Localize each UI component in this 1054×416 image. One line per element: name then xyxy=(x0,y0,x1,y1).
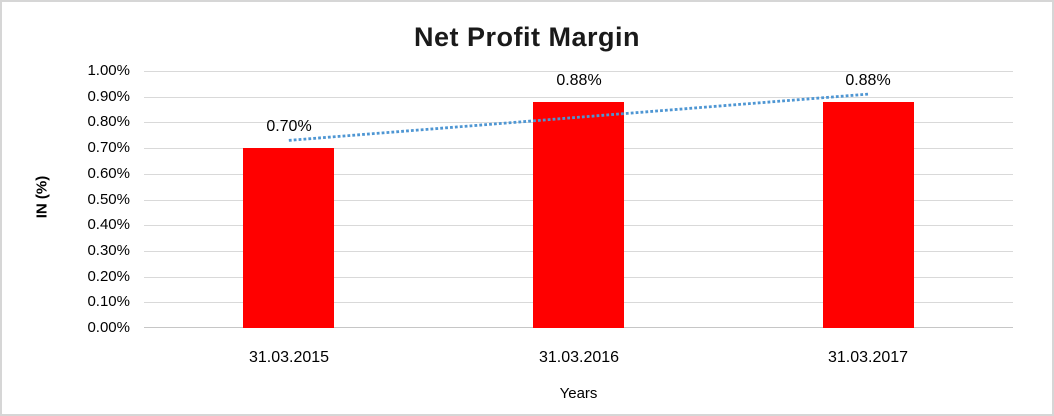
bar-data-label: 0.88% xyxy=(556,72,602,89)
bar-31.03.2017 xyxy=(823,102,914,328)
trendline xyxy=(288,92,869,142)
y-tick-label: 0.90% xyxy=(87,88,130,105)
y-axis-tick-labels: 0.00% 0.10% 0.20% 0.30% 0.40% 0.50% 0.60% 0.70%… xyxy=(2,62,130,336)
chart-title: Net Profit Margin xyxy=(413,22,640,52)
x-tick-label: 31.03.2017 xyxy=(827,349,909,366)
y-tick-label: 0.00% xyxy=(87,319,130,336)
gridline xyxy=(144,71,1013,72)
y-tick-label: 0.60% xyxy=(87,165,130,182)
x-axis-labels: 31.03.2015 31.03.2016 31.03.2017 xyxy=(144,348,1013,368)
bar-data-label: 0.70% xyxy=(266,118,312,135)
gridline xyxy=(144,97,1013,98)
y-tick-label: 0.70% xyxy=(87,139,130,156)
y-tick-label: 0.40% xyxy=(87,216,130,233)
y-tick-label: 1.00% xyxy=(87,62,130,79)
y-tick-label: 0.80% xyxy=(87,113,130,130)
bar-31.03.2015 xyxy=(243,148,334,328)
y-tick-label: 0.10% xyxy=(87,293,130,310)
bar-31.03.2016 xyxy=(533,102,624,328)
bar-data-label: 0.88% xyxy=(845,72,891,89)
x-tick-label: 31.03.2015 xyxy=(248,349,330,366)
y-tick-label: 0.50% xyxy=(87,191,130,208)
y-tick-label: 0.30% xyxy=(87,242,130,259)
x-axis-title: Years xyxy=(559,385,598,402)
trendline-path xyxy=(288,92,869,142)
plot-area: 0.70% 0.88% 0.88% xyxy=(144,71,1013,328)
y-tick-label: 0.20% xyxy=(87,268,130,285)
x-tick-label: 31.03.2016 xyxy=(538,349,620,366)
